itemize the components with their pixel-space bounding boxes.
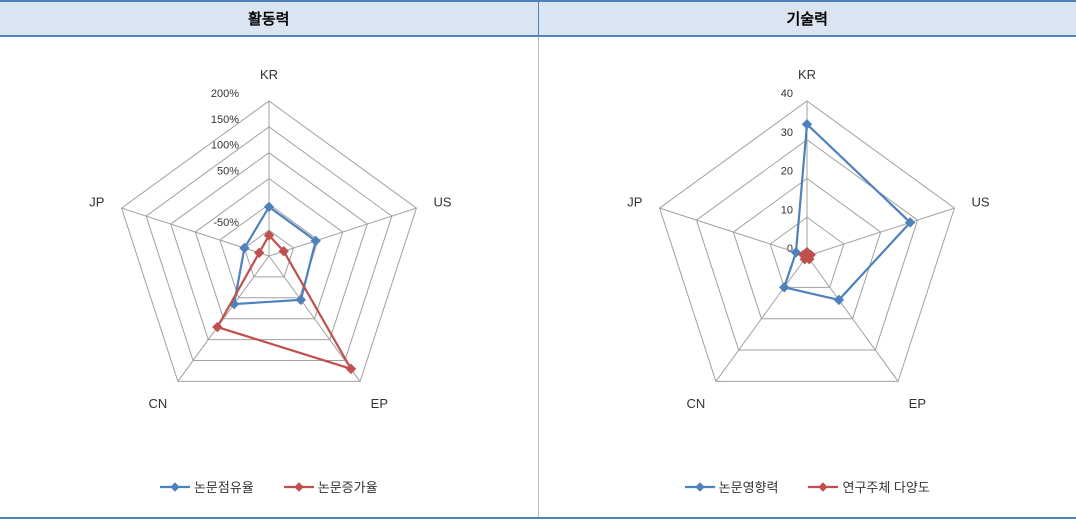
legend-label: 연구주체 다양도 <box>842 477 929 496</box>
legend-item: 논문점유율 <box>160 477 254 496</box>
legend-item: 논문영향력 <box>685 477 779 496</box>
ring-label: 100% <box>211 140 239 152</box>
legend-label: 논문영향력 <box>719 477 779 496</box>
ring-label: -50% <box>213 217 239 229</box>
ring-label: 150% <box>211 114 239 126</box>
axis-label-us: US <box>972 195 990 210</box>
ring-label: 20 <box>781 166 793 178</box>
series-marker <box>780 283 789 292</box>
chart-cell-left: -50% 50% 100% 150% 200% KR US EP CN JP 논문점유율 논문증가율 <box>0 37 538 517</box>
legend-left: 논문점유율 논문증가율 <box>160 471 378 506</box>
axis-label-ep: EP <box>370 396 387 411</box>
legend-swatch <box>284 481 314 493</box>
panel-title-left: 활동력 <box>0 2 538 35</box>
legend-label: 논문점유율 <box>194 477 254 496</box>
radar-chart-left: -50% 50% 100% 150% 200% KR US EP CN JP <box>54 41 484 471</box>
legend-swatch <box>808 481 838 493</box>
legend-right: 논문영향력 연구주체 다양도 <box>685 471 930 506</box>
figure-container: 활동력 기술력 -50% 50% 100% 150% 200% KR US EP CN JP 논문… <box>0 0 1076 519</box>
charts-row: -50% 50% 100% 150% 200% KR US EP CN JP 논문점유율 논문증가율… <box>0 37 1076 519</box>
series-marker <box>254 248 263 257</box>
series-marker <box>296 295 305 304</box>
axis-label-jp: JP <box>628 195 643 210</box>
axis-label-cn: CN <box>148 396 167 411</box>
header-row: 활동력 기술력 <box>0 0 1076 37</box>
axis-label-ep: EP <box>909 396 926 411</box>
series-marker <box>346 364 355 373</box>
ring-label: 30 <box>781 127 793 139</box>
legend-item: 논문증가율 <box>284 477 378 496</box>
series-line <box>784 124 910 300</box>
axis-label-kr: KR <box>260 67 278 82</box>
ring-label: 10 <box>781 204 793 216</box>
series-line <box>234 207 316 304</box>
legend-swatch <box>685 481 715 493</box>
axis-label-jp: JP <box>89 195 104 210</box>
axis-label-cn: CN <box>687 396 706 411</box>
legend-swatch <box>160 481 190 493</box>
panel-title-right: 기술력 <box>538 2 1076 35</box>
axis-label-us: US <box>433 195 451 210</box>
series-marker <box>213 323 222 332</box>
chart-cell-right: 010203040KRUSEPCNJP 논문영향력연구주체 다양도 <box>538 37 1076 517</box>
ring-label: 50% <box>217 166 239 178</box>
ring-label: 200% <box>211 88 239 100</box>
axis-label-kr: KR <box>798 67 816 82</box>
ring-label: 40 <box>781 88 793 100</box>
radar-chart-right: 010203040KRUSEPCNJP <box>592 41 1022 471</box>
legend-item: 연구주체 다양도 <box>808 477 929 496</box>
legend-label: 논문증가율 <box>318 477 378 496</box>
